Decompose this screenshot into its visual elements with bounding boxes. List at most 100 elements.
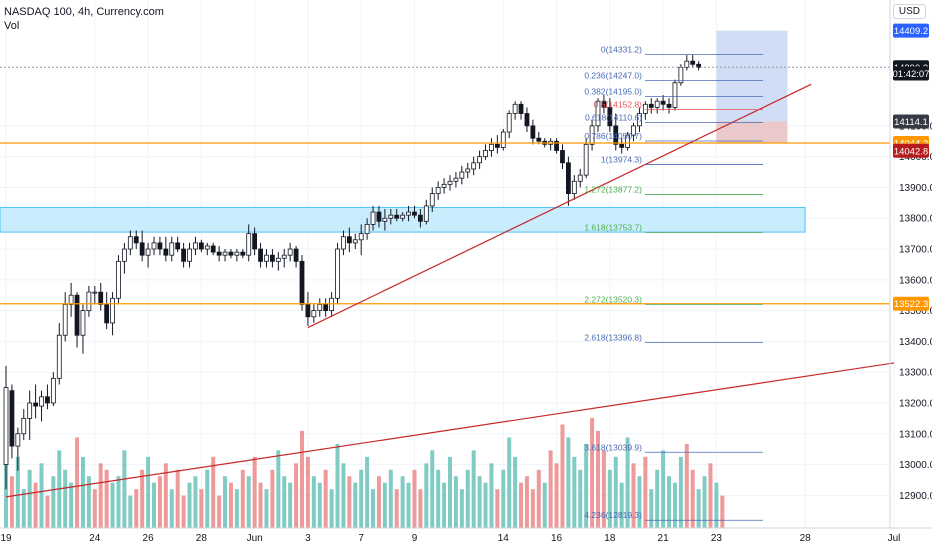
candle[interactable] — [512, 101, 518, 120]
candle[interactable] — [145, 242, 151, 268]
candle[interactable] — [607, 98, 613, 133]
candle[interactable] — [441, 178, 447, 194]
candle[interactable] — [696, 61, 702, 71]
candle[interactable] — [477, 150, 483, 169]
candle[interactable] — [169, 236, 175, 262]
candle[interactable] — [33, 384, 38, 419]
candle[interactable] — [15, 427, 21, 471]
candle[interactable] — [187, 242, 192, 268]
candle[interactable] — [660, 95, 666, 111]
candle[interactable] — [406, 205, 411, 222]
candle[interactable] — [299, 255, 305, 311]
candle[interactable] — [631, 122, 636, 142]
candle[interactable] — [423, 199, 429, 225]
candle[interactable] — [364, 218, 370, 240]
candle[interactable] — [435, 181, 441, 200]
candle[interactable] — [246, 224, 252, 262]
candle[interactable] — [530, 119, 536, 145]
candle[interactable] — [163, 236, 169, 262]
candle[interactable] — [133, 230, 139, 250]
candle[interactable] — [358, 224, 364, 256]
long-position-stop-zone[interactable] — [716, 121, 788, 144]
candle[interactable] — [447, 175, 453, 191]
candle[interactable] — [352, 233, 358, 250]
currency-button[interactable]: USD — [892, 4, 926, 19]
candle[interactable] — [370, 205, 376, 231]
candle[interactable] — [68, 282, 74, 317]
candle[interactable] — [589, 119, 595, 151]
candle[interactable] — [625, 132, 630, 151]
candle[interactable] — [506, 110, 512, 139]
candle[interactable] — [500, 128, 506, 151]
candle[interactable] — [388, 208, 394, 225]
candle[interactable] — [151, 236, 157, 256]
candle[interactable] — [264, 249, 269, 268]
candle[interactable] — [317, 298, 323, 317]
candle[interactable] — [619, 138, 625, 154]
candle[interactable] — [252, 227, 258, 256]
candle[interactable] — [216, 245, 222, 262]
candle[interactable] — [417, 208, 423, 228]
candle[interactable] — [346, 227, 352, 253]
volume-indicator-label[interactable]: Vol — [4, 20, 20, 32]
candle[interactable] — [281, 249, 287, 268]
candle[interactable] — [329, 292, 335, 317]
candle[interactable] — [412, 205, 417, 219]
candle[interactable] — [494, 135, 500, 154]
candle[interactable] — [240, 249, 246, 259]
candle[interactable] — [86, 285, 92, 317]
long-position-target-zone[interactable] — [716, 30, 788, 122]
candle[interactable] — [204, 242, 210, 256]
candle[interactable] — [287, 242, 293, 262]
candle[interactable] — [524, 107, 530, 133]
candle[interactable] — [139, 230, 145, 262]
candle[interactable] — [566, 156, 571, 206]
candle[interactable] — [104, 292, 110, 330]
candle[interactable] — [21, 409, 27, 440]
candle[interactable] — [80, 304, 86, 354]
candle[interactable] — [453, 172, 459, 188]
candle[interactable] — [429, 187, 435, 213]
candle[interactable] — [341, 230, 346, 256]
candle[interactable] — [293, 245, 299, 268]
candle[interactable] — [45, 384, 50, 410]
candle[interactable] — [394, 208, 400, 222]
candle[interactable] — [234, 249, 240, 262]
candle[interactable] — [3, 366, 9, 490]
candle[interactable] — [116, 255, 121, 305]
candle[interactable] — [335, 242, 340, 305]
candle[interactable] — [465, 162, 471, 179]
candle[interactable] — [684, 55, 690, 71]
candle[interactable] — [554, 138, 559, 154]
candle[interactable] — [9, 384, 15, 459]
candle[interactable] — [548, 138, 554, 151]
candle[interactable] — [210, 242, 216, 256]
candle[interactable] — [400, 212, 406, 222]
candle[interactable] — [198, 239, 204, 253]
fib-layer[interactable]: 0(14331.2) 0.236(14247.0) 0.382(14195.0) 0.… — [584, 45, 763, 521]
trendline-lower[interactable] — [5, 362, 895, 498]
candle-layer[interactable] — [3, 54, 702, 490]
candle[interactable] — [571, 175, 577, 200]
candle[interactable] — [127, 230, 133, 256]
price-axis[interactable]: 14100.014000.013900.013800.013700.013600… — [889, 0, 932, 528]
candle[interactable] — [181, 242, 187, 268]
candle[interactable] — [613, 113, 619, 151]
candle[interactable] — [74, 292, 80, 348]
candle[interactable] — [654, 98, 660, 114]
candle[interactable] — [648, 98, 654, 114]
candle[interactable] — [92, 285, 98, 305]
candle[interactable] — [193, 236, 198, 256]
candle[interactable] — [690, 54, 696, 68]
candle[interactable] — [275, 252, 281, 271]
candle[interactable] — [382, 208, 388, 231]
candle[interactable] — [311, 304, 317, 323]
candle[interactable] — [110, 292, 115, 336]
candle[interactable] — [595, 98, 601, 133]
candle[interactable] — [56, 322, 62, 385]
candle[interactable] — [258, 242, 263, 268]
candle[interactable] — [323, 298, 329, 317]
candle[interactable] — [98, 282, 104, 311]
drawing-layer[interactable] — [0, 66, 895, 498]
candle[interactable] — [50, 372, 56, 407]
